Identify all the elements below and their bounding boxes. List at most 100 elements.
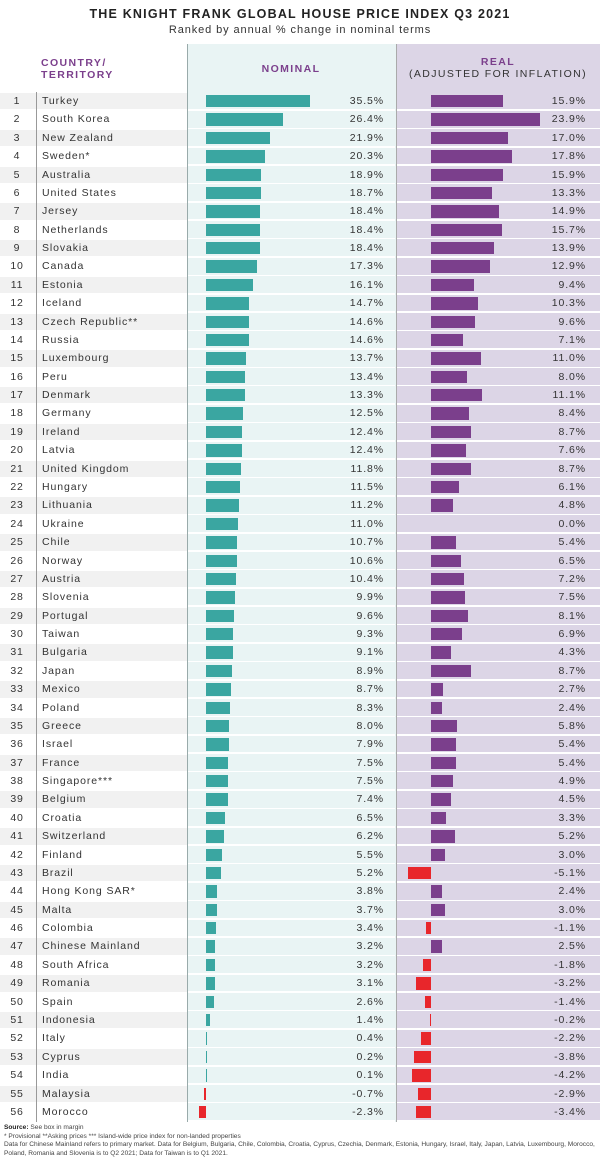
real-value-label: 3.3%: [558, 811, 586, 824]
nominal-bar: [206, 480, 240, 494]
real-value-label: 0.0%: [558, 517, 586, 530]
real-bar: [431, 223, 503, 237]
nominal-value-label: 13.7%: [349, 352, 384, 365]
row-separator: [397, 899, 600, 902]
row-shade: [0, 166, 187, 183]
real-value-label: 8.7%: [558, 425, 586, 438]
real-bar: [431, 572, 464, 586]
row-separator: [397, 403, 600, 405]
country-name: Spain: [42, 995, 74, 1008]
row-shade: [0, 240, 187, 257]
row-separator: [188, 421, 395, 424]
nominal-bar: [206, 922, 216, 935]
rank: 16: [10, 370, 24, 383]
nominal-value-label: 9.1%: [356, 646, 384, 659]
row-separator: [188, 513, 395, 516]
rank: 4: [13, 150, 21, 163]
nominal-bar: [206, 425, 243, 439]
row-separator: [188, 311, 395, 313]
nominal-value-label: 0.4%: [356, 1032, 384, 1045]
row-separator: [188, 1064, 395, 1067]
real-bar: [431, 352, 482, 365]
rank: 22: [10, 480, 24, 493]
row-separator: [397, 1083, 600, 1085]
rank: 31: [10, 646, 24, 659]
table-row: 21 United Kingdom 11.8% 8.7%: [0, 460, 600, 479]
nominal-bar: [206, 811, 226, 825]
nominal-bar: [206, 297, 250, 310]
row-shade: [0, 754, 187, 772]
real-value-label: 3.0%: [558, 848, 586, 861]
country-name: Luxembourg: [42, 352, 110, 365]
real-bar: [431, 609, 468, 623]
real-value-label: 7.6%: [558, 444, 586, 457]
real-value-label: 9.4%: [558, 278, 586, 291]
real-value-label: 15.9%: [551, 95, 586, 107]
country-name: Slovenia: [42, 591, 90, 604]
rank: 27: [10, 572, 24, 585]
nominal-value-label: 2.6%: [356, 995, 384, 1008]
real-value-label: 7.2%: [558, 572, 586, 585]
nominal-bar: [206, 462, 241, 475]
table-row: 30 Taiwan 9.3% 6.9%: [0, 625, 600, 644]
real-value-label: -2.2%: [554, 1032, 586, 1045]
row-separator: [397, 587, 600, 589]
real-bar: [416, 977, 431, 990]
table-row: 39 Belgium 7.4% 4.5%: [0, 790, 600, 810]
real-bar: [431, 499, 453, 512]
source-text: See box in margin: [30, 1124, 84, 1131]
row-shade: [0, 313, 187, 330]
row-shade: [0, 497, 187, 514]
table-row: 5 Australia 18.9% 15.9%: [0, 166, 600, 185]
table-row: 54 India 0.1% -4.2%: [0, 1066, 600, 1085]
real-value-label: 2.7%: [558, 683, 586, 696]
nominal-value-label: 13.3%: [349, 389, 384, 402]
row-separator: [188, 1028, 395, 1030]
nominal-value-label: 3.7%: [356, 903, 384, 916]
country-name: New Zealand: [42, 131, 114, 144]
nominal-bar: [206, 95, 310, 108]
nominal-value-label: 8.7%: [356, 683, 384, 696]
country-name: Jersey: [42, 205, 79, 218]
row-shade: [0, 1085, 187, 1102]
real-value-label: 8.0%: [558, 370, 586, 383]
real-value-label: 4.8%: [558, 499, 586, 512]
nominal-value-label: 16.1%: [349, 278, 384, 291]
nominal-bar: [206, 150, 266, 163]
country-name: Norway: [42, 554, 83, 567]
rank: 45: [10, 903, 24, 916]
real-value-label: 2.4%: [558, 701, 586, 714]
rank: 25: [10, 536, 24, 549]
row-separator: [397, 237, 600, 240]
row-separator: [188, 936, 395, 938]
nominal-bar: [206, 554, 238, 567]
real-value-label: 2.4%: [558, 885, 586, 898]
nominal-value-label: 12.4%: [349, 425, 384, 438]
real-value-label: 8.7%: [558, 462, 586, 475]
country-name: Sweden*: [42, 150, 91, 163]
row-separator: [188, 127, 395, 130]
real-value-label: 8.4%: [558, 407, 586, 420]
row-separator: [188, 1046, 395, 1049]
real-bar: [431, 113, 540, 126]
row-separator: [188, 164, 395, 166]
country-name: Latvia: [42, 444, 76, 457]
nominal-value-label: -2.3%: [352, 1105, 384, 1118]
rank: 49: [10, 977, 24, 990]
country-name: Portugal: [42, 609, 89, 622]
real-bar: [415, 1105, 431, 1119]
nominal-bar: [206, 389, 245, 402]
real-value-label: 6.5%: [558, 554, 586, 567]
nominal-value-label: 9.3%: [356, 628, 384, 641]
row-shade: [0, 938, 187, 955]
nominal-bar: [206, 1014, 211, 1027]
real-value-label: 6.1%: [558, 480, 586, 493]
country-name: Brazil: [42, 866, 74, 879]
table-row: 31 Bulgaria 9.1% 4.3%: [0, 643, 600, 663]
table-row: 10 Canada 17.3% 12.9%: [0, 257, 600, 277]
table-row: 40 Croatia 6.5% 3.3%: [0, 809, 600, 828]
table-row: 7 Jersey 18.4% 14.9%: [0, 202, 600, 222]
row-separator: [397, 256, 600, 258]
rank: 11: [10, 278, 24, 291]
rank: 33: [10, 683, 24, 696]
